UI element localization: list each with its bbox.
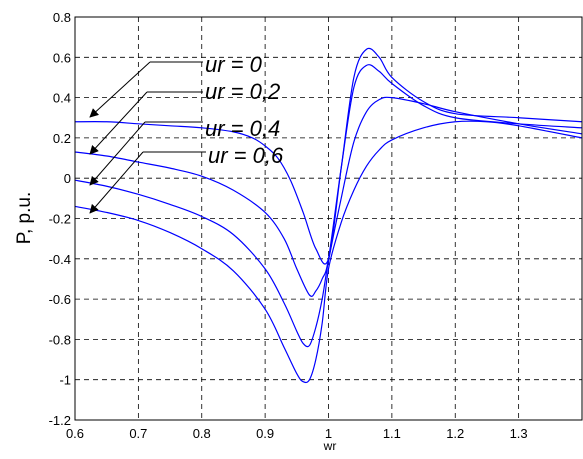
y-tick-label: -1.2 [49, 413, 71, 428]
annotation-label: ur = 0,6 [208, 143, 284, 168]
tick-labels: 0.6 0.7 0.8 0.9 1 1.1 1.2 1.3 0.8 0.6 0.4 0.2 0 -0.2 -… [49, 10, 528, 441]
annotation-label: ur = 0,4 [205, 116, 280, 141]
x-tick-label: 1.2 [446, 426, 464, 441]
x-tick-label: 0.7 [129, 426, 147, 441]
annotations: ur = 0ur = 0,2 ur = 0,4ur = 0,6 [89, 52, 284, 214]
x-tick-label: 1 [325, 426, 332, 441]
y-axis-label: P, p.u. [14, 192, 35, 244]
y-tick-label: -0.6 [49, 292, 71, 307]
series-line-3 [74, 120, 583, 384]
y-tick-label: 0.4 [53, 91, 71, 106]
x-tick-label: 0.9 [256, 426, 274, 441]
grid [75, 17, 582, 420]
series-group [74, 47, 583, 384]
x-tick-label: 0.8 [193, 426, 211, 441]
y-tick-label: -0.4 [49, 252, 71, 267]
y-tick-label: 0.2 [53, 131, 71, 146]
y-tick-label: 0.8 [53, 10, 71, 25]
plot-frame [74, 16, 583, 421]
annotation-arrow [89, 61, 151, 118]
series-line-0 [74, 47, 583, 265]
y-tick-label: -0.2 [49, 212, 71, 227]
x-axis-label: wr [323, 439, 337, 453]
annotation-arrow [89, 91, 148, 155]
y-tick-label: 0 [64, 171, 71, 186]
y-tick-label: -0.8 [49, 332, 71, 347]
y-tick-label: 0.6 [53, 50, 71, 65]
annotation-label: ur = 0 [205, 52, 263, 77]
x-tick-label: 1.1 [383, 426, 401, 441]
x-tick-label: 1.3 [510, 426, 528, 441]
x-tick-label: 0.6 [66, 426, 84, 441]
annotation-label: ur = 0,2 [205, 79, 280, 104]
series-line-2 [74, 96, 583, 348]
annotation-arrow [89, 121, 146, 186]
y-tick-label: -1 [59, 373, 71, 388]
annotation-arrow [89, 151, 144, 214]
series-line-1 [74, 64, 583, 297]
